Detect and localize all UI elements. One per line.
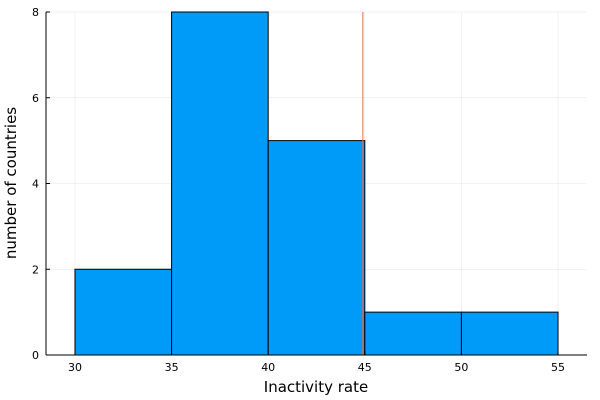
x-tick-label: 45 xyxy=(358,361,372,374)
x-tick-labels: 30 35 40 45 50 55 xyxy=(68,361,565,374)
x-axis-label: Inactivity rate xyxy=(264,378,368,396)
y-tick-label: 6 xyxy=(32,92,39,105)
y-tick-label: 2 xyxy=(32,263,39,276)
y-tick-labels: 0 2 4 6 8 xyxy=(32,6,39,362)
histogram-bar xyxy=(364,311,462,356)
x-tick-label: 55 xyxy=(551,361,565,374)
y-tick-label: 8 xyxy=(32,6,39,19)
axes xyxy=(45,11,587,356)
y-axis-label: number of countries xyxy=(2,107,20,259)
histogram-bar xyxy=(267,140,366,356)
x-tick-label: 35 xyxy=(165,361,179,374)
bars xyxy=(74,11,559,356)
y-tick-label: 0 xyxy=(32,349,39,362)
y-tick-label: 4 xyxy=(32,178,39,191)
x-tick-label: 30 xyxy=(68,361,82,374)
x-tick-label: 40 xyxy=(261,361,275,374)
histogram-bar xyxy=(460,311,559,356)
histogram-bar xyxy=(74,268,173,356)
histogram-bar xyxy=(171,11,269,356)
x-tick-label: 50 xyxy=(454,361,468,374)
